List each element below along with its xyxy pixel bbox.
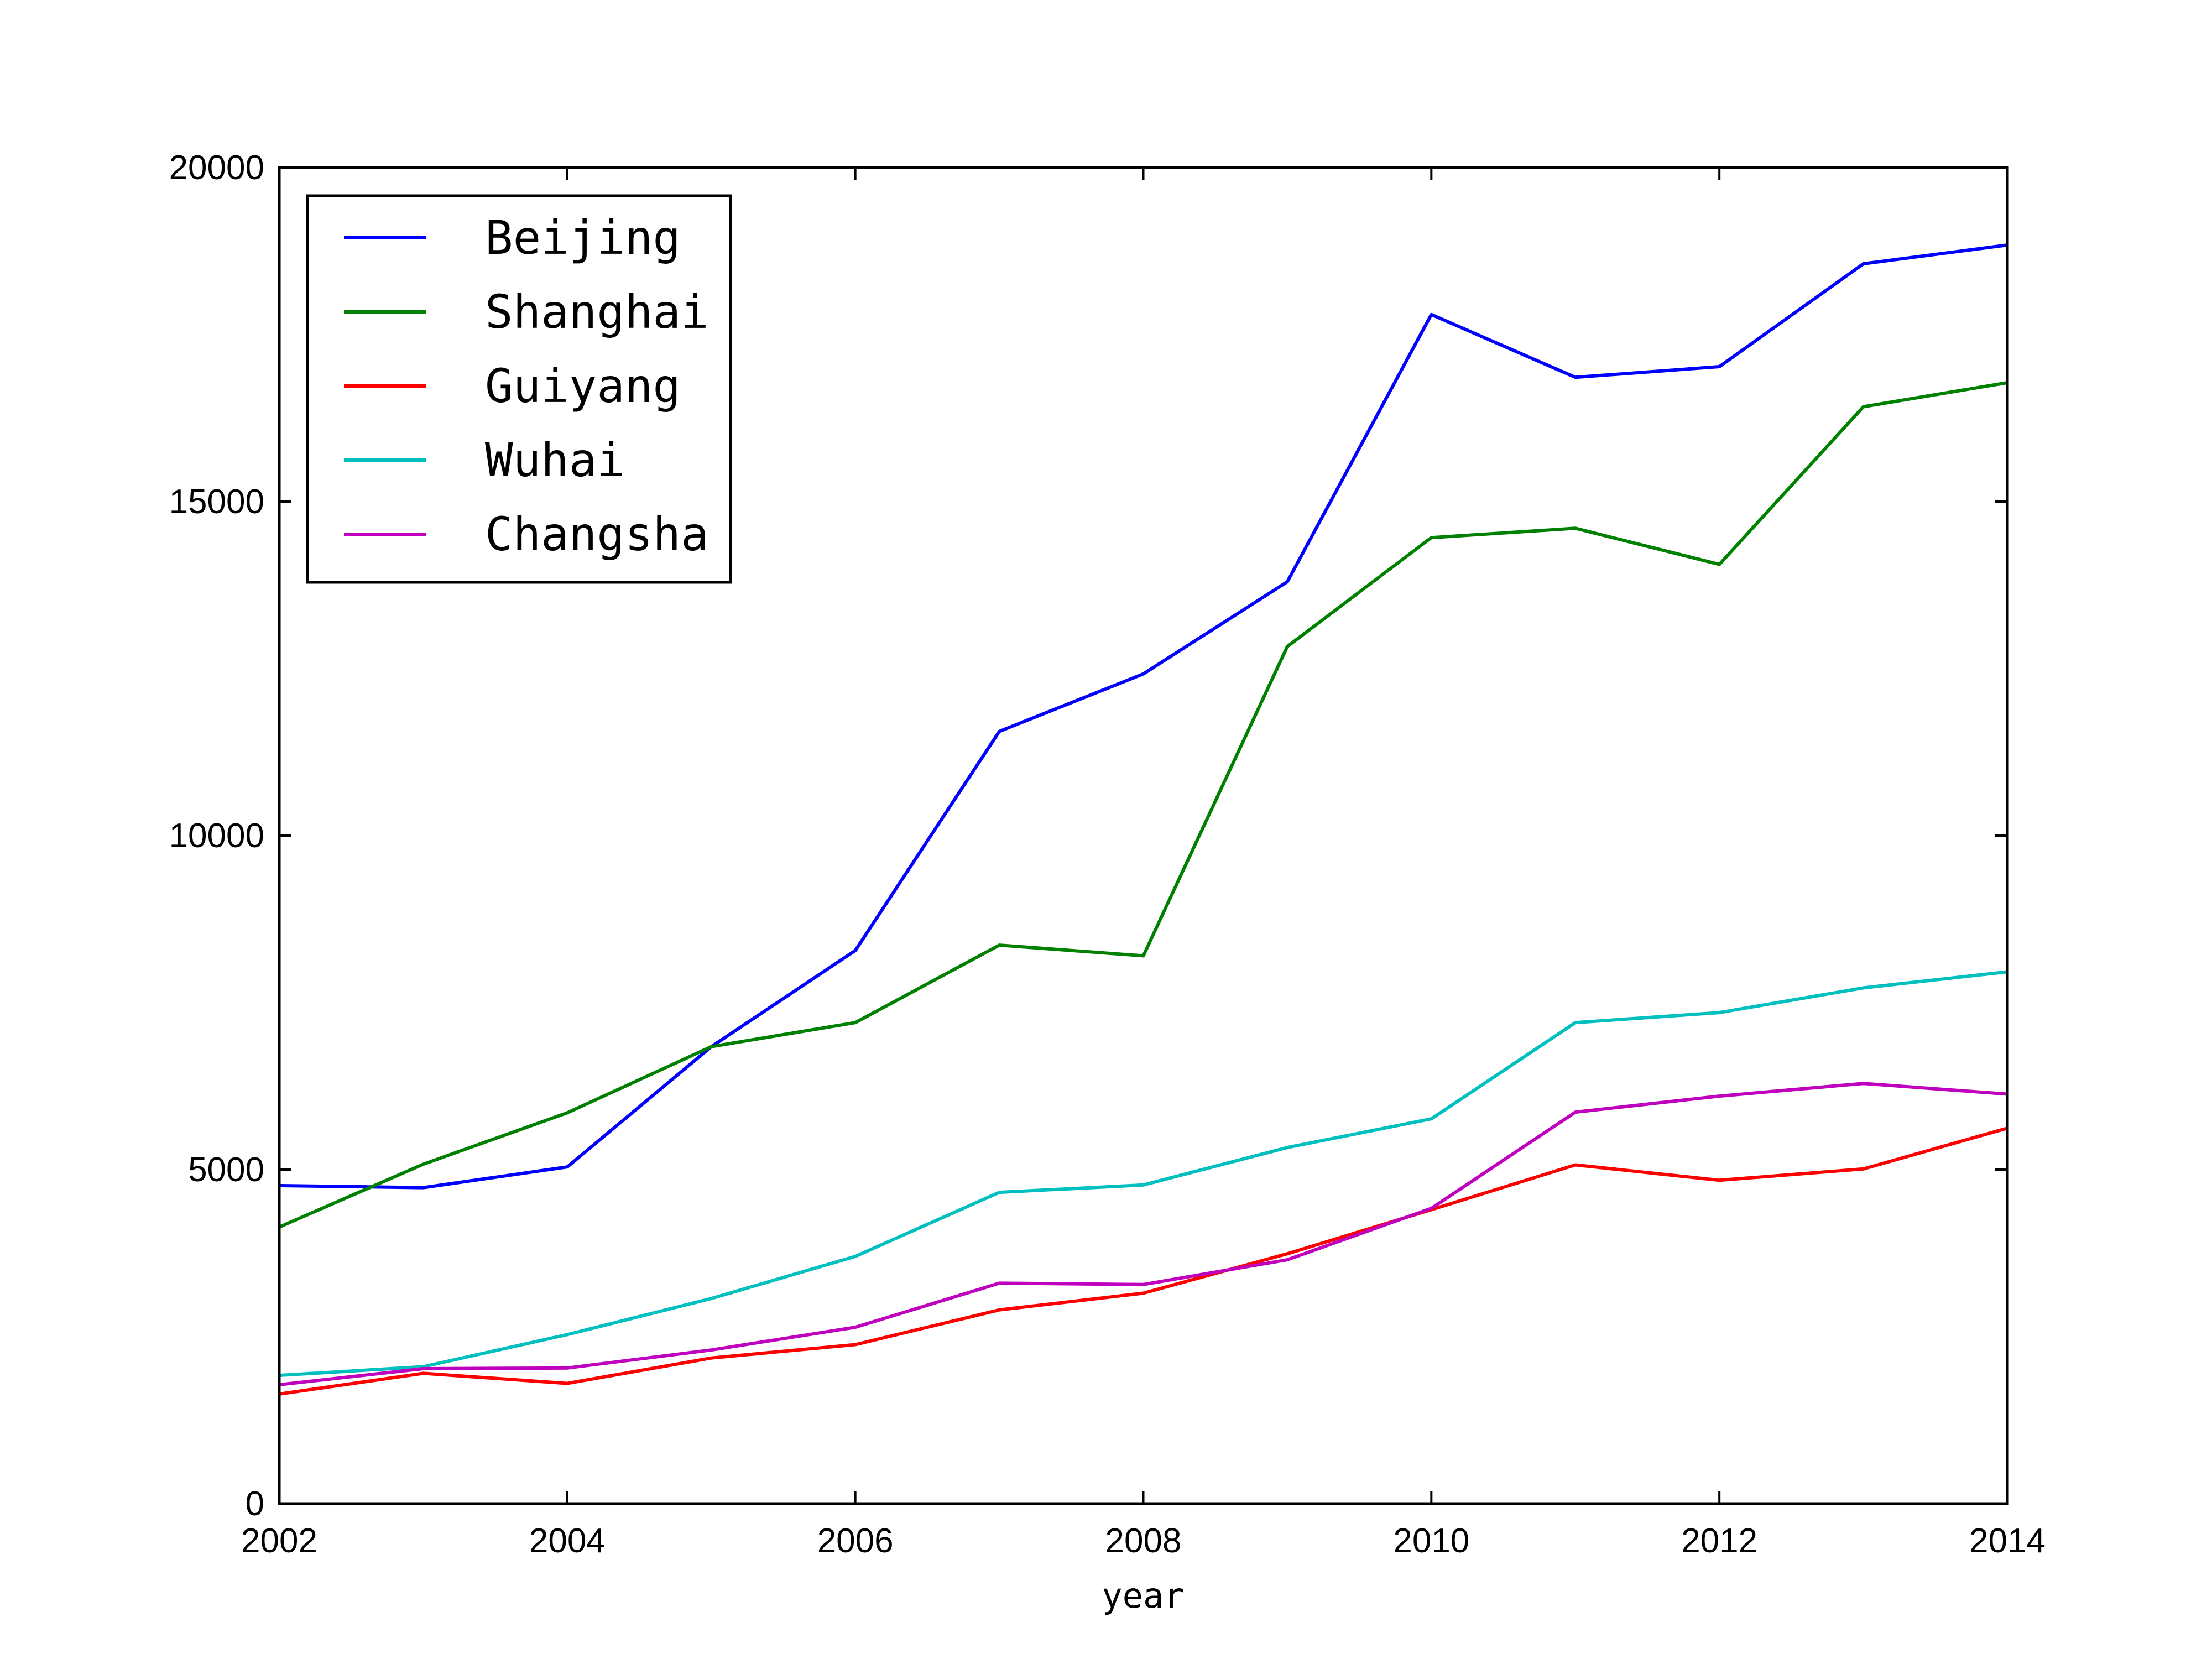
legend-label-beijing: Beijing xyxy=(485,211,681,265)
legend-label-guiyang: Guiyang xyxy=(485,359,681,413)
y-tick-label: 15000 xyxy=(169,483,264,521)
plot-lines xyxy=(278,243,2008,1396)
series-line-changsha xyxy=(279,1082,2008,1386)
legend-label-changsha: Changsha xyxy=(485,507,709,561)
legend: Beijing Shanghai Guiyang Wuhai Changsha xyxy=(306,194,732,584)
y-tick-label: 5000 xyxy=(188,1151,264,1189)
x-tick-label: 2004 xyxy=(529,1522,606,1560)
y-axis-ticks: 0 5000 10000 15000 20000 xyxy=(169,149,2007,1523)
x-axis-label: year xyxy=(1102,1575,1184,1616)
series-line-guiyang xyxy=(279,1126,2008,1396)
series-line-beijing xyxy=(279,243,2008,1190)
y-tick-label: 10000 xyxy=(169,817,264,855)
y-tick-label: 0 xyxy=(246,1485,264,1523)
x-tick-label: 2010 xyxy=(1393,1522,1469,1560)
x-tick-label: 2014 xyxy=(1969,1522,2046,1560)
x-tick-label: 2008 xyxy=(1105,1522,1182,1560)
y-tick-label: 20000 xyxy=(169,149,264,187)
legend-label-wuhai: Wuhai xyxy=(485,433,625,487)
legend-frame xyxy=(306,194,732,584)
x-axis-ticks: 2002 2004 2006 2008 2010 2012 2014 xyxy=(241,168,2046,1560)
x-tick-label: 2006 xyxy=(817,1522,894,1560)
series-line-shanghai xyxy=(278,381,2008,1229)
series-line-wuhai xyxy=(279,970,2008,1378)
x-tick-label: 2012 xyxy=(1681,1522,1757,1560)
x-tick-label: 2002 xyxy=(241,1522,317,1560)
legend-label-shanghai: Shanghai xyxy=(485,285,709,339)
